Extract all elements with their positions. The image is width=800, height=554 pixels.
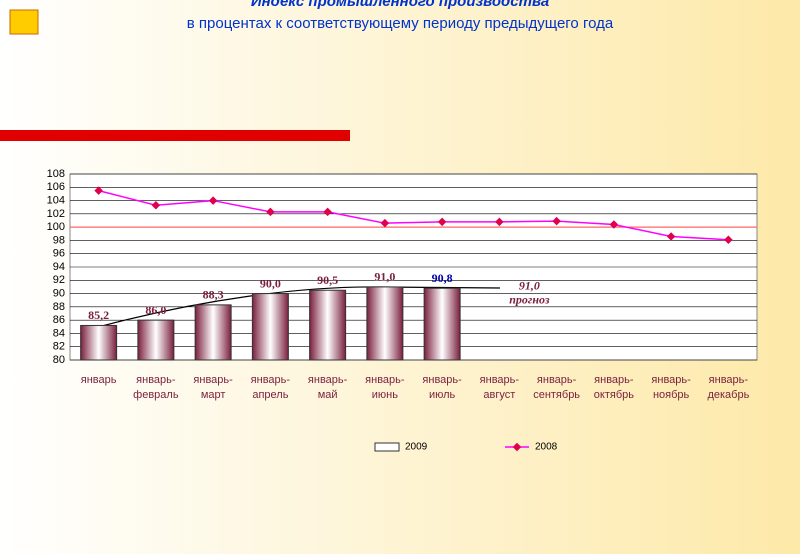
x-tick-label: январь-июнь [365,374,405,401]
y-tick-label: 102 [47,208,65,220]
data-label: 86,0 [145,303,166,317]
x-tick-label: январь-июль [422,374,462,401]
y-tick-label: 106 [47,181,65,193]
x-tick-label: январь-сентябрь [533,374,580,401]
x-tick-label: январь-май [308,374,348,401]
annotation-text: прогноз [509,293,550,307]
legend-swatch [374,442,400,452]
red-bar [0,130,350,141]
legend-label: 2009 [405,442,428,453]
x-tick-label: январь-март [193,374,233,401]
y-tick-label: 88 [53,301,65,313]
bar [194,304,232,361]
bar [80,324,118,361]
bar [137,319,175,361]
data-label: 91,0 [374,270,395,284]
bar [251,293,289,361]
annotation-value: 91,0 [519,279,540,293]
x-tick-label: январь-ноябрь [651,374,691,401]
x-tick-label: январь-февраль [133,374,179,401]
y-tick-label: 94 [53,261,65,273]
data-label: 85,2 [88,308,109,322]
y-tick-label: 92 [53,274,65,286]
marker [151,200,161,210]
marker [380,218,390,228]
legend-label: 2008 [535,442,558,453]
y-tick-label: 108 [47,168,65,180]
marker [495,217,504,227]
marker [437,217,447,227]
subtitle: в процентах к соответствующему периоду п… [187,15,614,32]
marker [266,207,275,217]
x-tick-label: январь-август [480,374,520,401]
x-tick-label: январь-декабрь [707,374,749,401]
y-tick-label: 100 [47,221,65,233]
marker [94,186,103,195]
y-tick-label: 80 [53,354,65,366]
y-tick-label: 98 [53,234,65,246]
x-tick-label: январь [81,374,117,386]
y-tick-label: 86 [53,314,65,326]
data-label: 90,5 [317,273,338,287]
y-tick-label: 96 [53,248,65,260]
line [98,189,729,241]
legend-marker [512,442,522,452]
bar [423,287,461,361]
data-label: 90,8 [432,271,453,285]
y-tick-label: 84 [53,327,65,339]
x-tick-label: январь-апрель [251,374,291,401]
y-tick-label: 82 [53,341,65,353]
y-tick-label: 104 [47,194,65,206]
data-label: 90,0 [260,276,281,290]
title: Индекс промышленного производства [251,0,549,10]
bar [309,289,347,361]
x-tick-label: январь-октябрь [594,374,634,401]
y-tick-label: 90 [53,287,65,299]
marker [323,207,332,217]
marker [208,196,218,205]
data-label: 88,3 [203,288,224,302]
icon [9,9,39,35]
bar [366,286,404,361]
